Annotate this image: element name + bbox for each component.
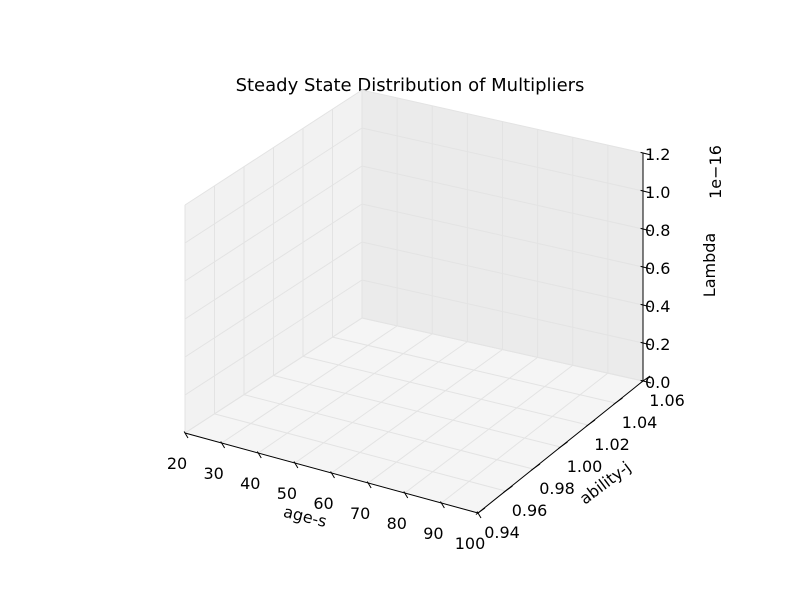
z-tick [640, 151, 652, 156]
x-tick-label: 60 [313, 494, 333, 513]
z-axis-label: Lambda [700, 233, 719, 297]
z-tick [640, 303, 652, 308]
z-tick [640, 189, 652, 194]
y-tick-label: 0.94 [484, 523, 520, 542]
x-tick [440, 501, 445, 509]
gridline-z-back [361, 127, 644, 192]
gridline-z-left [184, 89, 363, 206]
x-tick [403, 491, 409, 499]
gridline-z-left [184, 165, 363, 282]
z-tick-label: 1.2 [645, 145, 670, 164]
x-tick [220, 441, 226, 449]
x-tick-label: 30 [203, 464, 223, 483]
x-tick [366, 481, 372, 489]
y-tick [613, 397, 623, 405]
gridline-z-back [361, 279, 644, 344]
gridline-z-back [361, 89, 644, 154]
gridline-z-left [184, 203, 363, 320]
z-tick [640, 341, 652, 346]
z-tick-label: 1.0 [645, 183, 670, 202]
gridline-z-left [184, 241, 363, 358]
x-tick-label: 100 [455, 534, 486, 553]
z-tick-label: 0.6 [645, 259, 670, 278]
x-tick-label: 40 [240, 474, 260, 493]
y-tick-label: 1.04 [622, 413, 658, 432]
z-axis-offset-label: 1e−16 [706, 145, 725, 199]
x-tick-label: 50 [277, 484, 297, 503]
y-tick-label: 1.02 [594, 435, 630, 454]
z-tick-label: 0.0 [645, 373, 670, 392]
y-tick-label: 1.06 [649, 391, 685, 410]
x-tick-label: 20 [167, 454, 187, 473]
x-tick [256, 451, 262, 459]
x-tick-label: 70 [350, 504, 370, 523]
gridline-z-back [361, 241, 644, 306]
gridline-y-floor [332, 336, 616, 404]
z-tick [640, 265, 652, 270]
x-tick [183, 431, 189, 439]
gridline-z-back [361, 203, 644, 268]
gridline-z-left [184, 317, 363, 434]
gridline-y-floor [302, 355, 589, 426]
gridline-z-left [184, 127, 363, 244]
z-tick-label: 0.4 [645, 297, 670, 316]
gridline-y-floor [243, 394, 534, 470]
z-tick-label: 0.2 [645, 335, 670, 354]
z-tick [640, 379, 652, 384]
chart-title: Steady State Distribution of Multipliers [236, 75, 585, 96]
y-tick-label: 0.98 [539, 479, 575, 498]
y-tick [475, 507, 486, 515]
x-tick [330, 471, 335, 479]
gridline-z-back [361, 317, 644, 382]
tick-marks [183, 151, 652, 519]
gridline-y-floor [214, 413, 506, 492]
gridline-y-floor [273, 375, 561, 448]
y-tick [530, 463, 541, 471]
z-tick [640, 227, 652, 232]
y-tick [503, 485, 513, 493]
x-tick-label: 80 [387, 514, 407, 533]
y-tick [585, 419, 596, 427]
gridline-z-back [361, 165, 644, 230]
gridline-z-left [184, 279, 363, 396]
x-tick-label: 90 [423, 524, 443, 543]
x-tick [293, 461, 299, 469]
y-tick-label: 1.00 [567, 457, 603, 476]
y-tick [640, 375, 651, 383]
y-tick-label: 0.96 [512, 501, 548, 520]
z-tick-label: 0.8 [645, 221, 670, 240]
y-tick [558, 441, 568, 449]
